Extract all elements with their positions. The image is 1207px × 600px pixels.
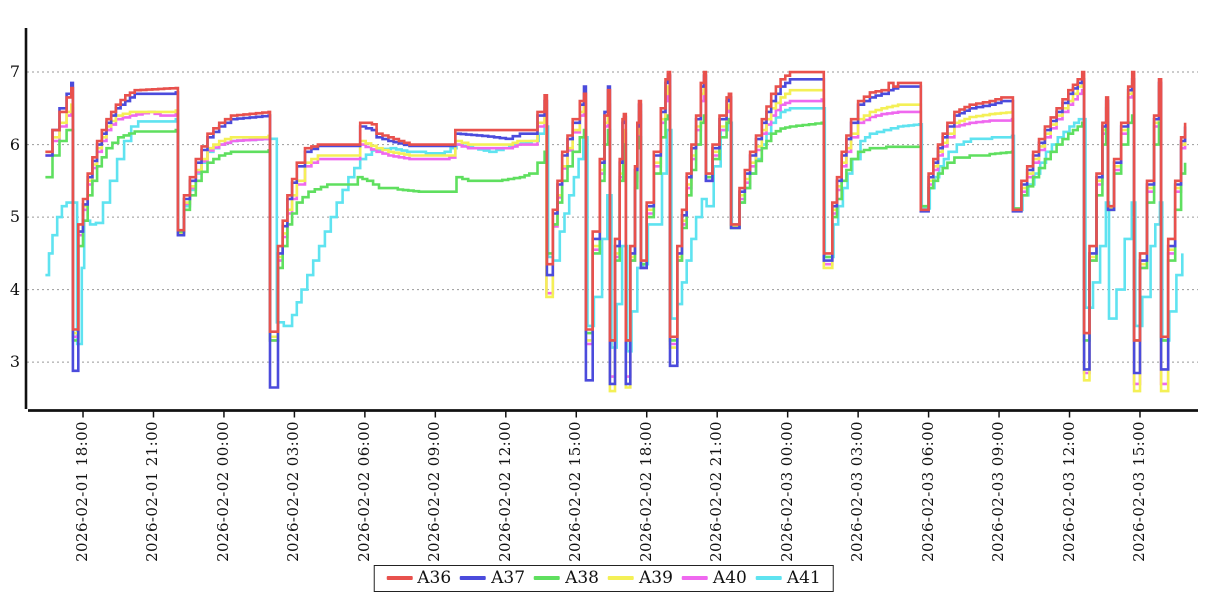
legend-swatch-a40 [681,576,708,580]
legend-label: A38 [565,568,599,588]
y-tick-label: 4 [9,279,20,299]
x-tick-label: 2026-02-03 15:00 [1129,421,1148,562]
y-tick-label: 7 [9,62,20,82]
legend-item-a39: A39 [608,568,673,588]
x-tick-label: 2026-02-03 03:00 [848,421,867,562]
x-tick-label: 2026-02-03 09:00 [989,421,1008,562]
legend-label: A40 [712,568,747,588]
legend-label: A36 [417,568,452,588]
x-tick-label: 2026-02-02 12:00 [495,421,514,562]
legend-item-a37: A37 [460,568,525,588]
x-tick-label: 2026-02-03 00:00 [777,421,796,562]
legend-swatch-a41 [755,576,782,580]
x-tick-label: 2026-02-01 21:00 [143,421,162,562]
x-tick-label: 2026-02-03 06:00 [918,421,937,562]
series-line-a36 [45,70,1187,342]
y-tick-label: 5 [9,207,20,227]
x-tick-label: 2026-02-02 03:00 [284,421,303,562]
legend-label: A37 [491,568,526,588]
x-tick-label: 2026-02-02 15:00 [566,421,585,562]
x-tick-label: 2026-02-02 09:00 [425,421,444,562]
legend-swatch-a39 [608,576,634,580]
legend-swatch-a37 [460,576,487,580]
legend-label: A39 [639,568,673,588]
x-tick-label: 2026-02-01 18:00 [73,421,92,562]
x-tick-label: 2026-02-02 06:00 [354,421,373,562]
y-tick-label: 3 [9,352,20,372]
legend-item-a38: A38 [534,568,599,588]
x-tick-label: 2026-02-02 18:00 [636,421,655,562]
legend-item-a40: A40 [681,568,747,588]
legend: A36 A37 A38 A39 A40 A41 [373,565,834,592]
legend-item-a41: A41 [755,568,821,588]
x-tick-label: 2026-02-02 00:00 [213,421,232,562]
legend-swatch-a38 [534,576,561,580]
x-tick-label: 2026-02-02 21:00 [707,421,726,562]
legend-swatch-a36 [386,576,413,580]
x-tick-label: 2026-02-03 12:00 [1059,421,1078,562]
legend-item-a36: A36 [386,568,451,588]
y-tick-label: 6 [9,134,20,154]
legend-label: A41 [786,568,821,588]
